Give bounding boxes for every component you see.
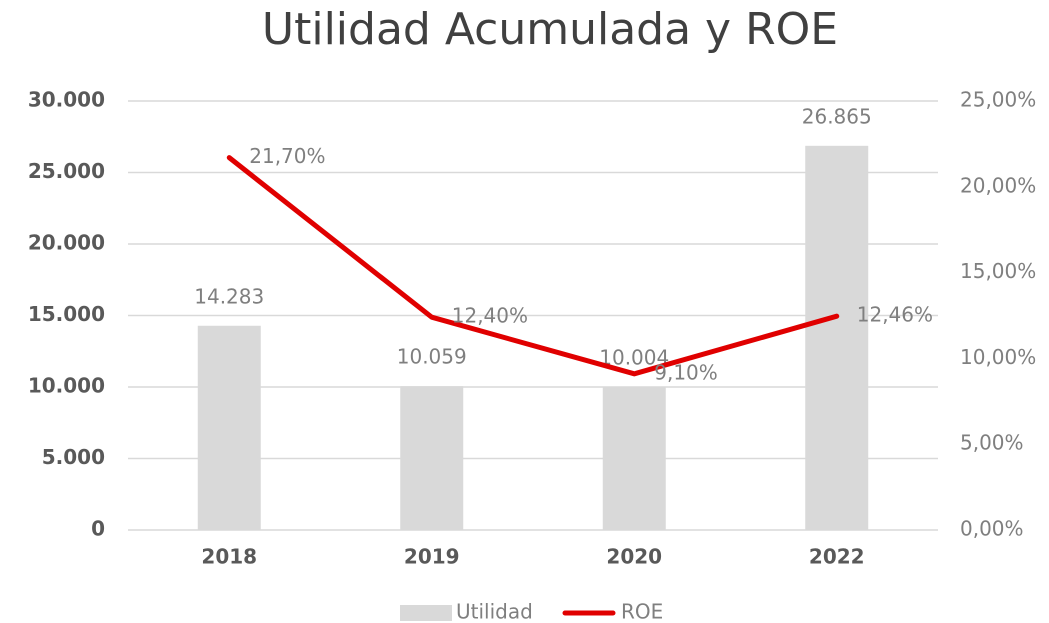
- data-label: 10.059: [397, 345, 467, 369]
- y-tick-label: 5.000: [42, 445, 105, 469]
- data-label: 12,40%: [452, 304, 528, 328]
- legend-label: ROE: [621, 600, 663, 623]
- y2-tick-label: 0,00%: [960, 517, 1024, 541]
- y2-tick-label: 15,00%: [960, 259, 1036, 283]
- x-tick-label: 2019: [404, 545, 460, 569]
- bar: [400, 386, 464, 530]
- y2-tick-label: 10,00%: [960, 345, 1036, 369]
- x-tick-label: 2022: [809, 545, 865, 569]
- y-tick-label: 30.000: [28, 88, 105, 112]
- x-tick-label: 2018: [201, 545, 257, 569]
- y-tick-label: 15.000: [28, 302, 105, 326]
- data-label: 14.283: [194, 284, 264, 308]
- data-label: 26.865: [802, 104, 872, 128]
- bar: [805, 145, 869, 530]
- y2-tick-label: 20,00%: [960, 173, 1036, 197]
- line: [226, 155, 840, 377]
- y2-tick-label: 5,00%: [960, 431, 1024, 455]
- y-tick-label: 10.000: [28, 374, 105, 398]
- y-tick-label: 0: [91, 517, 105, 541]
- data-label: 9,10%: [654, 360, 718, 384]
- bar: [197, 325, 261, 530]
- chart-title: Utilidad Acumulada y ROE: [262, 4, 838, 55]
- y-tick-label: 20.000: [28, 231, 105, 255]
- bar: [602, 386, 666, 530]
- legend-label: Utilidad: [456, 600, 533, 623]
- y-tick-label: 25.000: [28, 159, 105, 183]
- y2-tick-label: 25,00%: [960, 88, 1036, 112]
- x-tick-label: 2020: [606, 545, 662, 569]
- legend-swatch: [400, 605, 452, 621]
- data-label: 12,46%: [857, 303, 933, 327]
- data-label: 21,70%: [249, 144, 325, 168]
